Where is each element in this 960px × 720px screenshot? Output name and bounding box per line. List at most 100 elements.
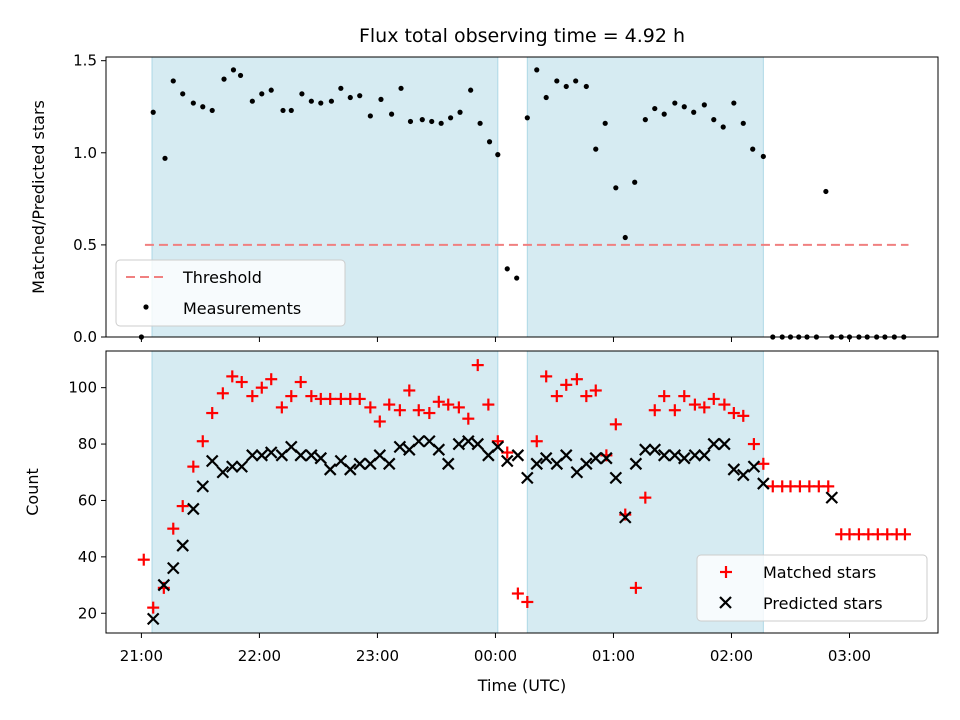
measurement-point [357, 93, 363, 99]
predicted-point [618, 511, 632, 524]
predicted-point [146, 612, 160, 626]
threshold-legend-label: Threshold [182, 268, 262, 287]
predicted-point [589, 451, 603, 465]
predicted-point [657, 449, 671, 462]
predicted-point [157, 578, 171, 592]
measurement-points [138, 67, 907, 340]
predicted-point [825, 491, 839, 504]
x-axis-label: Time (UTC) [477, 676, 566, 695]
measurement-point [249, 98, 255, 104]
matched-point [822, 480, 835, 493]
x-tick-label: 01:00 [592, 647, 635, 665]
count-legend: Matched stars Predicted stars [696, 554, 928, 622]
measurement-point [661, 111, 667, 117]
measurement-point [477, 120, 483, 126]
predicted-point [747, 460, 761, 473]
measurement-point [672, 100, 678, 106]
matched-point [668, 404, 681, 417]
y-tick-label: 1.5 [73, 52, 97, 70]
predicted-point [609, 471, 623, 485]
measurement-point [731, 100, 737, 106]
predicted-point [305, 449, 318, 462]
measurement-point [367, 113, 373, 119]
measurement-point [280, 107, 286, 114]
time-axis-ticks: 21:00 22:00 23:00 00:00 01:00 02:00 03:00 [120, 647, 871, 665]
predicted-point [235, 460, 248, 473]
matched-point [294, 376, 307, 389]
matched-point [511, 587, 524, 600]
predicted-point [718, 437, 731, 451]
predicted-point [698, 449, 711, 462]
measurement-point [457, 109, 463, 115]
predicted-legend-swatch [719, 596, 732, 609]
x-tick-label: 22:00 [238, 647, 281, 665]
matched-point [187, 460, 200, 473]
predicted-point [559, 449, 573, 462]
x-tick-label: 03:00 [828, 647, 871, 665]
matched-legend-swatch [720, 566, 732, 578]
predicted-legend-label: Predicted stars [763, 594, 883, 613]
matched-point [235, 376, 248, 389]
measurement-point [237, 72, 244, 79]
matched-point [462, 412, 475, 425]
matched-point [412, 404, 425, 417]
y-tick-label: 0.0 [73, 328, 97, 346]
ratio-legend: Threshold Measurements [115, 259, 346, 327]
measurement-point [534, 67, 540, 73]
measurement-point [468, 87, 474, 93]
measurement-point [495, 152, 501, 158]
matched-point [482, 398, 495, 411]
measurement-point [583, 83, 589, 90]
measurement-point [554, 78, 560, 84]
y-tick-label: 100 [68, 379, 97, 397]
matched-point [570, 373, 583, 386]
measurement-point [720, 124, 726, 130]
measurement-point [514, 275, 520, 281]
matched-point [898, 528, 911, 541]
measurement-point [823, 188, 829, 195]
ratio-legend-box [115, 259, 346, 327]
measurements-legend-label: Measurements [183, 299, 301, 318]
measurement-point [259, 91, 265, 97]
predicted-point [471, 437, 485, 451]
measurement-point [209, 107, 215, 114]
measurement-point [200, 104, 206, 110]
observing-windows [151, 350, 764, 634]
predicted-point [539, 451, 553, 465]
measurement-point [642, 117, 648, 123]
measurement-point [221, 76, 227, 82]
count-y-axis-label: Count [23, 468, 42, 516]
measurement-point [613, 185, 619, 191]
observing-window-1 [526, 56, 764, 338]
count-panel: 20 40 60 80 100 Count Matched stars Predicte… [23, 350, 939, 638]
measurement-point [486, 139, 493, 145]
predicted-point [580, 457, 593, 471]
measurement-point [338, 85, 344, 91]
predicted-point [432, 443, 446, 456]
matched-point [137, 553, 150, 566]
measurement-point [170, 78, 176, 84]
count-axis-ticks: 20 40 60 80 100 [68, 379, 850, 638]
observing-windows [151, 56, 764, 338]
x-tick-label: 00:00 [474, 647, 517, 665]
matched-point [364, 401, 377, 414]
x-tick-label: 02:00 [710, 647, 753, 665]
matched-point [540, 370, 553, 383]
matched-point [580, 390, 593, 403]
predicted-point [176, 539, 189, 552]
matched-point [255, 381, 268, 394]
y-tick-label: 60 [78, 491, 97, 509]
predicted-point [216, 465, 230, 479]
predicted-point [668, 449, 682, 462]
measurement-point [268, 87, 274, 93]
predicted-point [166, 561, 180, 575]
x-tick-label: 21:00 [120, 647, 163, 665]
predicted-point [511, 449, 525, 462]
matched-point [353, 392, 366, 405]
matched-point [285, 390, 298, 403]
predicted-point [255, 449, 269, 462]
measurement-point [150, 109, 156, 115]
matched-point [521, 595, 534, 608]
matched-star-points [137, 359, 911, 614]
measurement-point [448, 115, 454, 121]
